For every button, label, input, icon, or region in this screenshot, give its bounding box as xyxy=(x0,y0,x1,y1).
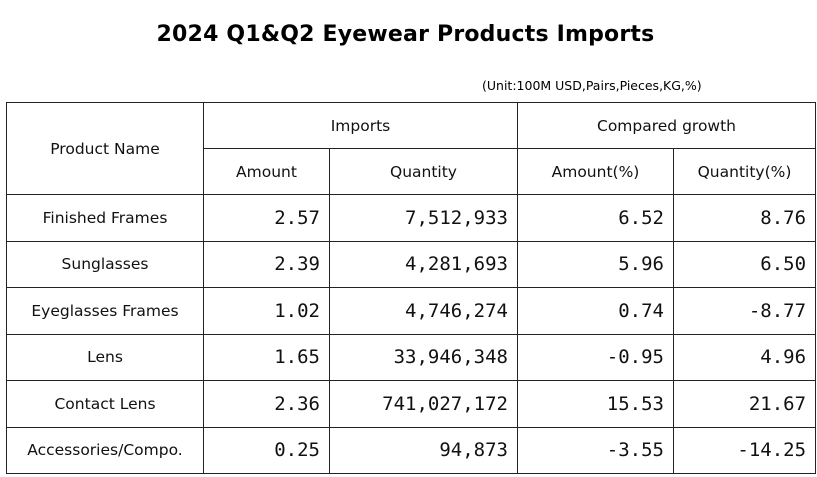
amount-growth-cell: 6.52 xyxy=(517,194,674,242)
amount-cell: 1.65 xyxy=(203,333,330,381)
quantity-cell: 7,512,933 xyxy=(329,194,518,242)
table-row: Sunglasses 2.39 4,281,693 5.96 6.50 xyxy=(6,240,817,288)
imports-table: Product Name Imports Compared growth Amo… xyxy=(6,102,817,474)
product-name-cell: Sunglasses xyxy=(6,240,204,288)
table-row: Lens 1.65 33,946,348 -0.95 4.96 xyxy=(6,333,817,381)
amount-growth-cell: -3.55 xyxy=(517,426,674,474)
table-row: Accessories/Compo. 0.25 94,873 -3.55 -14… xyxy=(6,426,817,474)
quantity-header: Quantity xyxy=(329,148,518,195)
product-name-cell: Accessories/Compo. xyxy=(6,426,204,474)
quantity-growth-cell: -8.77 xyxy=(672,287,817,335)
amount-cell: 2.57 xyxy=(203,194,330,242)
quantity-pct-header: Quantity(%) xyxy=(672,148,817,195)
product-name-cell: Contact Lens xyxy=(6,380,204,428)
product-name-cell: Lens xyxy=(6,333,204,381)
product-name-cell: Eyeglasses Frames xyxy=(6,287,204,335)
quantity-growth-cell: 6.50 xyxy=(672,240,817,288)
quantity-cell: 4,746,274 xyxy=(329,287,518,335)
amount-growth-cell: 15.53 xyxy=(517,380,674,428)
quantity-cell: 94,873 xyxy=(329,426,518,474)
quantity-growth-cell: -14.25 xyxy=(672,426,817,474)
amount-cell: 2.36 xyxy=(203,380,330,428)
table-row: Finished Frames 2.57 7,512,933 6.52 8.76 xyxy=(6,194,817,242)
compared-growth-header: Compared growth xyxy=(516,102,817,149)
quantity-cell: 741,027,172 xyxy=(329,380,518,428)
page-title: 2024 Q1&Q2 Eyewear Products Imports xyxy=(156,22,655,47)
product-name-cell: Finished Frames xyxy=(6,194,204,242)
header-row-sub: Amount Quantity Amount(%) Quantity(%) xyxy=(7,148,817,195)
amount-pct-header: Amount(%) xyxy=(517,148,674,195)
amount-cell: 1.02 xyxy=(203,287,330,335)
unit-note: (Unit:100M USD,Pairs,Pieces,KG,%) xyxy=(482,78,702,93)
quantity-growth-cell: 4.96 xyxy=(672,333,817,381)
quantity-cell: 4,281,693 xyxy=(329,240,518,288)
product-name-header: Product Name xyxy=(6,102,204,195)
amount-growth-cell: 0.74 xyxy=(517,287,674,335)
quantity-growth-cell: 21.67 xyxy=(672,380,817,428)
amount-header: Amount xyxy=(203,148,330,195)
amount-growth-cell: -0.95 xyxy=(517,333,674,381)
table-row: Eyeglasses Frames 1.02 4,746,274 0.74 -8… xyxy=(6,287,817,335)
amount-cell: 0.25 xyxy=(203,426,330,474)
amount-cell: 2.39 xyxy=(203,240,330,288)
table-row: Contact Lens 2.36 741,027,172 15.53 21.6… xyxy=(6,380,817,428)
header-row-top: Product Name Imports Compared growth xyxy=(6,102,817,195)
quantity-growth-cell: 8.76 xyxy=(672,194,817,242)
amount-growth-cell: 5.96 xyxy=(517,240,674,288)
quantity-cell: 33,946,348 xyxy=(329,333,518,381)
imports-header: Imports xyxy=(203,102,518,149)
